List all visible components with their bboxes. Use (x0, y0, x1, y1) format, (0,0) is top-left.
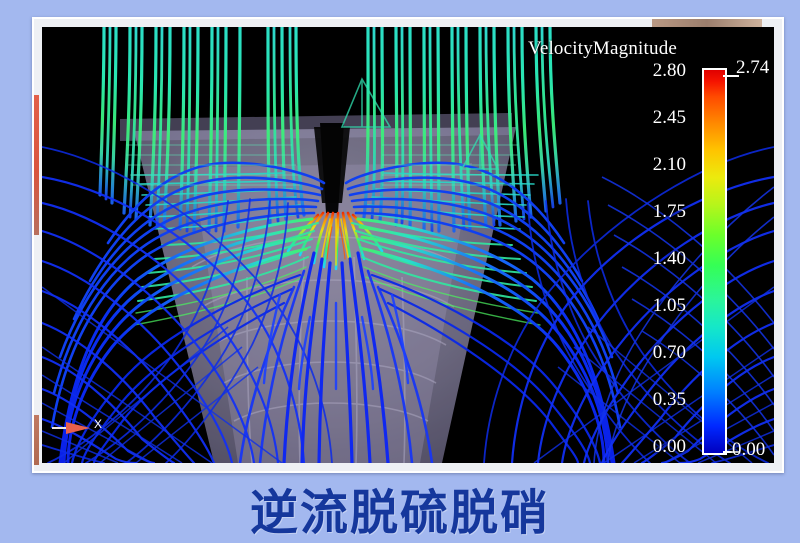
top-edge-smudge (652, 19, 762, 28)
axis-orientation-widget[interactable]: X (50, 415, 110, 441)
figure-frame: VelocityMagnitude 2.80 2.45 2.10 1.75 1.… (32, 17, 784, 473)
caption-bar: 逆流脱硫脱硝 (0, 474, 800, 542)
caption-title: 逆流脱硫脱硝 (249, 485, 550, 541)
cfd-render-canvas[interactable]: VelocityMagnitude 2.80 2.45 2.10 1.75 1.… (42, 27, 774, 463)
background-mesh-streamlines (42, 286, 774, 463)
left-edge-strip-lower-icon (34, 415, 39, 465)
central-plume-streamlines (238, 251, 434, 463)
axis-x-label: X (94, 417, 103, 431)
geometry-surface-grid (126, 144, 518, 186)
left-edge-strip-icon (34, 95, 39, 235)
geometry-outline-marks (340, 77, 500, 170)
